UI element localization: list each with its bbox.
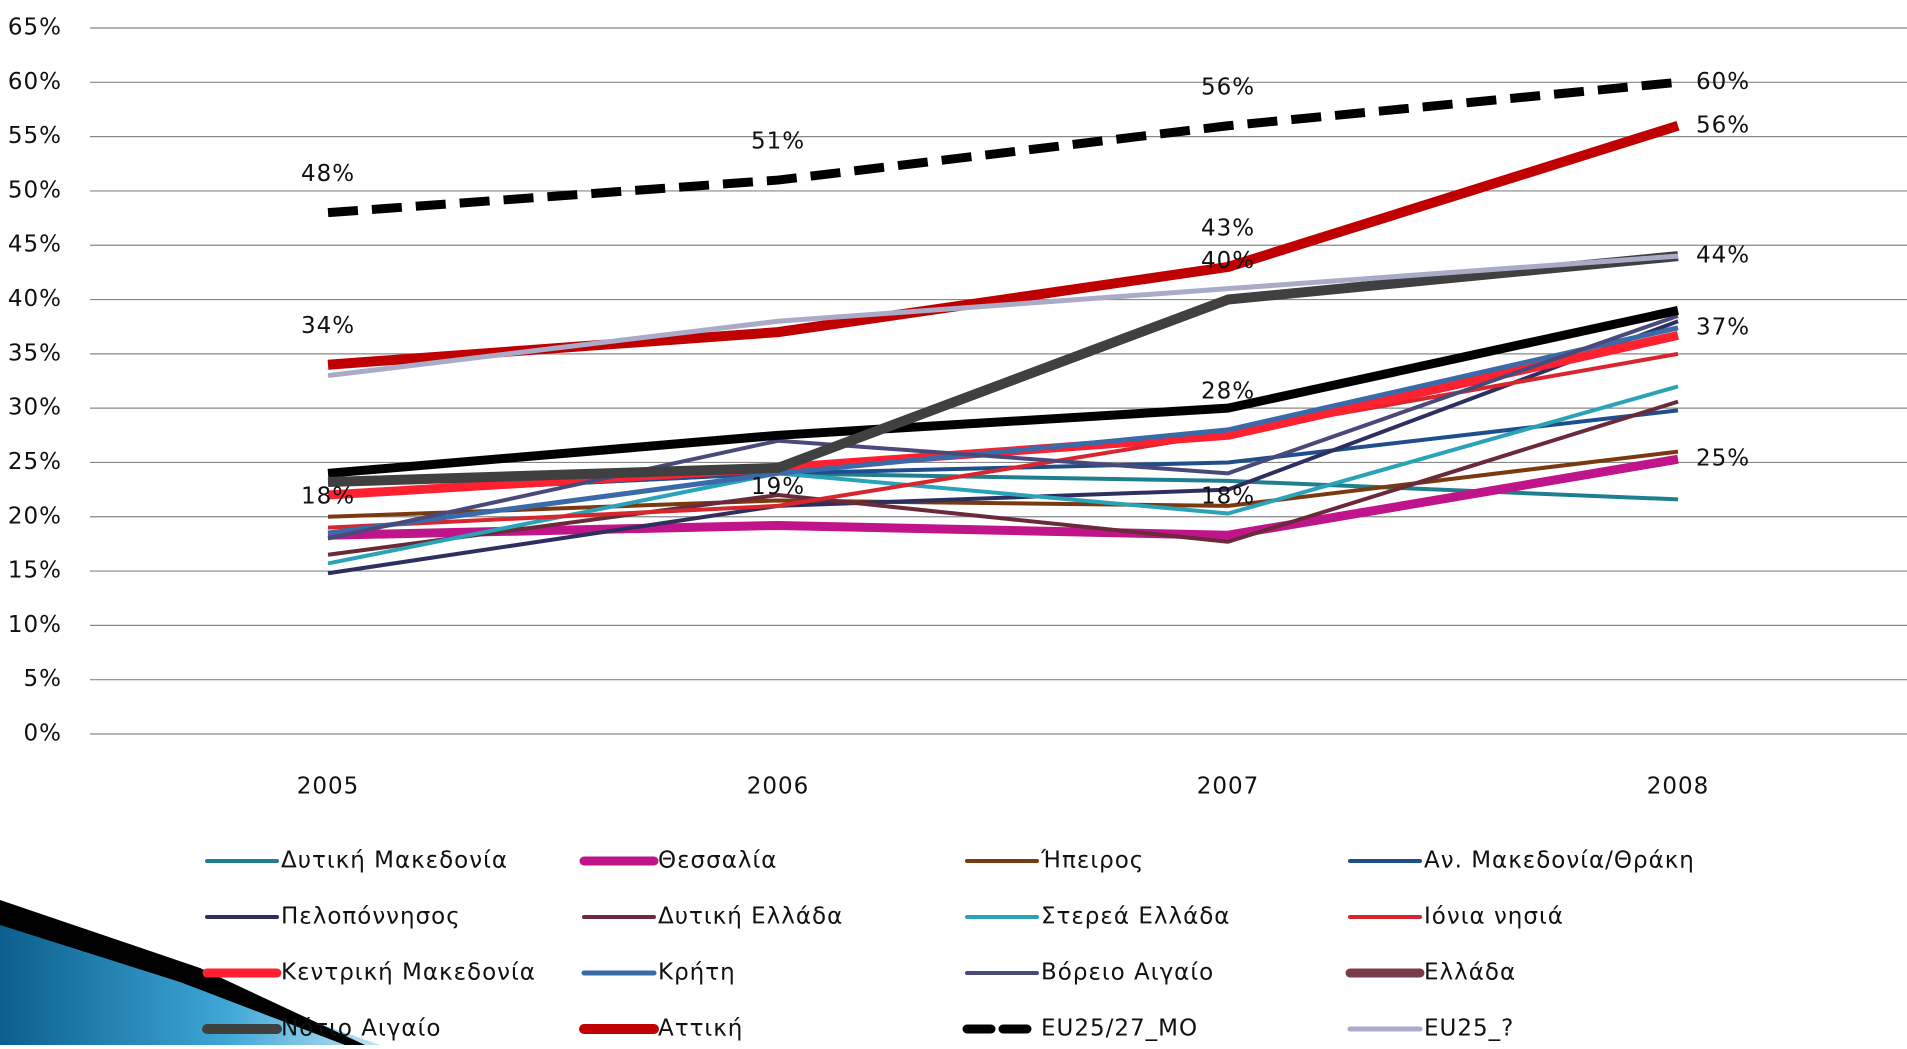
- y-tick-label: 35%: [8, 340, 62, 366]
- series-line: [327, 253, 1679, 379]
- series-line: [327, 399, 1679, 557]
- x-tick-label: 2005: [297, 774, 360, 800]
- y-tick-label: 55%: [8, 123, 62, 149]
- legend-label: Δυτική Ελλάδα: [658, 904, 843, 930]
- series-line: [327, 306, 1679, 478]
- legend-label: Βόρειο Αιγαίο: [1041, 960, 1214, 986]
- data-label: 60%: [1696, 69, 1750, 95]
- legend-label: EU25/27_MO: [1041, 1016, 1198, 1042]
- data-label: 51%: [751, 129, 805, 155]
- legend-label: Ελλάδα: [1424, 960, 1516, 986]
- legend-label: Κρήτη: [658, 960, 736, 986]
- legend-item: Δυτική Μακεδονία: [205, 848, 508, 874]
- legend-item: Ήπειρος: [965, 848, 1144, 874]
- y-tick-label: 40%: [8, 286, 62, 312]
- legend-item: Κρήτη: [581, 960, 736, 986]
- legend-item: Κεντρική Μακεδονία: [202, 960, 536, 986]
- data-label: 19%: [751, 474, 805, 500]
- legend-item: Αττική: [579, 1016, 743, 1042]
- y-tick-label: 15%: [8, 558, 62, 584]
- legend-item: Νότιο Αιγαίο: [202, 1016, 441, 1042]
- data-label: 48%: [301, 161, 355, 187]
- legend-label: Θεσσαλία: [658, 848, 777, 874]
- data-label: 44%: [1696, 243, 1750, 269]
- data-label: 25%: [1696, 446, 1750, 472]
- legend-label: Αττική: [658, 1016, 743, 1042]
- data-label: 56%: [1201, 74, 1255, 100]
- x-tick-label: 2008: [1647, 774, 1710, 800]
- y-tick-label: 10%: [8, 612, 62, 638]
- legend-item: Στερεά Ελλάδα: [965, 904, 1230, 930]
- y-tick-label: 50%: [8, 177, 62, 203]
- y-tick-label: 25%: [8, 449, 62, 475]
- series-line: [327, 449, 1679, 519]
- legend-label: EU25_?: [1424, 1016, 1514, 1042]
- legend-label: Δυτική Μακεδονία: [281, 848, 508, 874]
- data-label: 40%: [1201, 248, 1255, 274]
- legend-label: Στερεά Ελλάδα: [1041, 904, 1230, 930]
- x-tick-label: 2007: [1197, 774, 1260, 800]
- series-line: [327, 77, 1679, 218]
- y-tick-label: 30%: [8, 395, 62, 421]
- y-tick-label: 0%: [24, 721, 63, 747]
- legend-item: Πελοπόννησος: [205, 904, 461, 930]
- series-line: [327, 313, 1679, 541]
- data-label: 28%: [1201, 378, 1255, 404]
- series-line: [327, 319, 1679, 576]
- series-line: [327, 251, 1679, 488]
- y-tick-label: 20%: [8, 503, 62, 529]
- legend-item: EU25/27_MO: [962, 1016, 1198, 1042]
- legend-item: Ελλάδα: [1345, 960, 1516, 986]
- x-tick-label: 2006: [747, 774, 810, 800]
- legend-label: Αν. Μακεδονία/Θράκη: [1424, 848, 1695, 874]
- legend-item: Βόρειο Αιγαίο: [965, 960, 1214, 986]
- data-label: 18%: [301, 484, 355, 510]
- legend-label: Νότιο Αιγαίο: [281, 1016, 441, 1042]
- y-tick-label: 60%: [8, 69, 62, 95]
- data-label: 18%: [1201, 484, 1255, 510]
- legend-item: Αν. Μακεδονία/Θράκη: [1348, 848, 1695, 874]
- decor-stroke: [0, 900, 365, 1045]
- data-label: 56%: [1696, 112, 1750, 138]
- data-label: 34%: [301, 313, 355, 339]
- legend-label: Ήπειρος: [1040, 848, 1144, 874]
- y-tick-label: 45%: [8, 232, 62, 258]
- legend-label: Πελοπόννησος: [281, 904, 461, 930]
- series-line: [327, 454, 1679, 540]
- y-tick-label: 5%: [24, 666, 63, 692]
- legend-item: Θεσσαλία: [579, 848, 777, 874]
- data-label: 43%: [1201, 215, 1255, 241]
- data-label: 37%: [1696, 314, 1750, 340]
- series-line: [327, 325, 1679, 536]
- legend-label: Ιόνια νησιά: [1424, 904, 1564, 930]
- legend-item: Δυτική Ελλάδα: [582, 904, 843, 930]
- legend-item: Ιόνια νησιά: [1348, 904, 1564, 930]
- legend-label: Κεντρική Μακεδονία: [281, 960, 536, 986]
- y-tick-label: 65%: [8, 15, 62, 41]
- legend-item: EU25_?: [1347, 1016, 1514, 1042]
